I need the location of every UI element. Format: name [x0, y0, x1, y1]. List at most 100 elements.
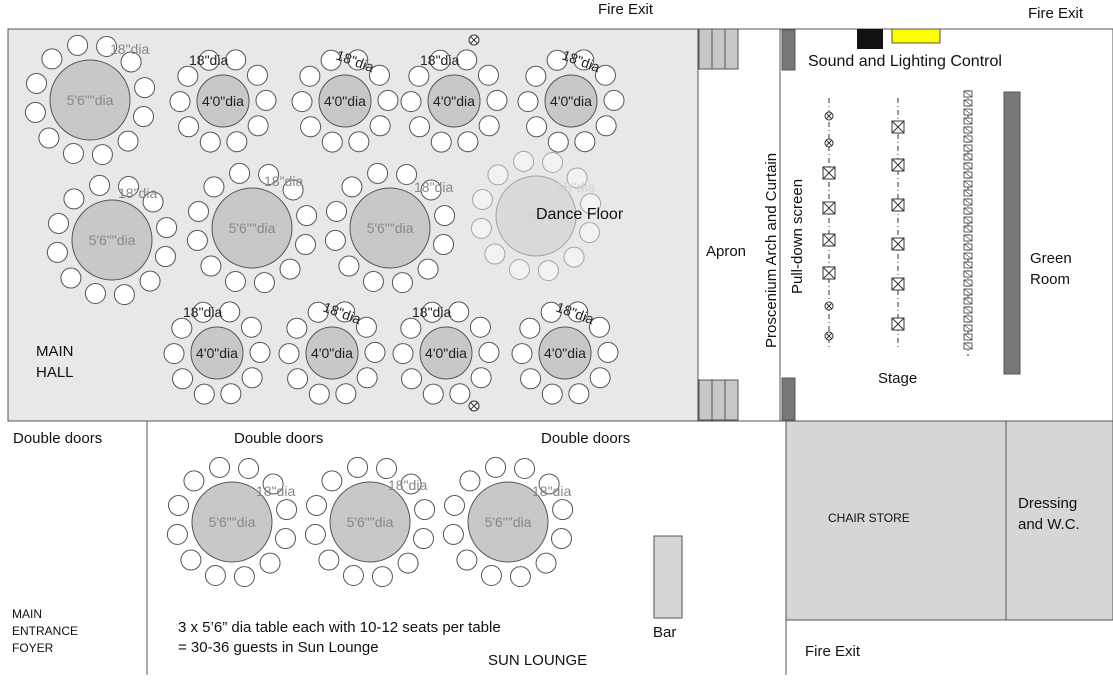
main-entrance-label-3: FOYER — [12, 641, 54, 655]
seat — [568, 383, 590, 405]
seat — [508, 258, 530, 280]
seat — [306, 494, 328, 516]
table-top — [329, 481, 411, 563]
seat — [334, 301, 356, 323]
seat — [163, 343, 185, 365]
dressing-label-2: and W.C. — [1018, 516, 1080, 533]
seat — [255, 89, 277, 111]
exit-marker — [468, 400, 480, 412]
seat — [597, 341, 619, 363]
seat — [188, 200, 210, 222]
seat — [200, 255, 222, 277]
seat — [321, 131, 343, 153]
seat — [486, 89, 508, 111]
seat — [84, 282, 106, 304]
seat — [535, 552, 557, 574]
table-top — [318, 74, 372, 128]
table-size-label: 5'6""dia — [485, 514, 532, 530]
seat — [113, 284, 135, 306]
seat — [442, 523, 464, 545]
seat — [291, 91, 313, 113]
seat — [326, 200, 348, 222]
seat — [595, 115, 617, 137]
table-size-label: 4'0"dia — [324, 93, 366, 109]
stage-label: Stage — [878, 370, 917, 387]
lighting-rigs — [822, 90, 973, 356]
seat — [307, 301, 329, 323]
seat — [233, 566, 255, 588]
seat — [324, 229, 346, 251]
sound-lighting-label: Sound and Lighting Control — [808, 53, 1002, 70]
seat — [397, 552, 419, 574]
seat — [156, 217, 178, 239]
green-room-label-2: Room — [1030, 271, 1070, 288]
bar-label: Bar — [653, 624, 676, 641]
seat — [154, 246, 176, 268]
seat — [355, 316, 377, 338]
seat — [420, 179, 442, 201]
fire-exit-top-center: Fire Exit — [598, 1, 654, 18]
seat — [578, 222, 600, 244]
seat — [434, 205, 456, 227]
seat-size-label: 18"dia — [118, 185, 157, 201]
main-entrance-label-1: MAIN — [12, 607, 42, 621]
seat — [368, 64, 390, 86]
seat — [186, 229, 208, 251]
seat — [246, 64, 268, 86]
seat — [456, 49, 478, 71]
table-top — [419, 326, 473, 380]
seat — [338, 255, 360, 277]
table: 5'6""dia 18"dia — [186, 162, 318, 294]
table-size-label: 4'0"dia — [202, 93, 244, 109]
seat — [204, 564, 226, 586]
seat — [199, 131, 221, 153]
seat — [408, 65, 430, 87]
seat — [192, 301, 214, 323]
seat — [519, 317, 541, 339]
table-top — [211, 187, 293, 269]
seat — [580, 193, 602, 215]
seat — [369, 115, 391, 137]
table-size-label: 4'0"dia — [311, 345, 353, 361]
seat — [67, 34, 89, 56]
table-top — [349, 187, 431, 269]
seat-size-label: 18"dia — [532, 483, 571, 499]
seat — [247, 115, 269, 137]
seat-size-label: 18"dia — [388, 477, 427, 493]
dance-floor-label: Dance Floor — [536, 206, 624, 223]
seat — [282, 179, 304, 201]
seat — [178, 116, 200, 138]
seat — [166, 523, 188, 545]
table: 5'6""dia 18"dia — [24, 34, 156, 166]
seat — [364, 341, 386, 363]
table-size-label: 5'6 — [527, 208, 545, 224]
seat — [62, 142, 84, 164]
fire-exit-top-right: Fire Exit — [1028, 5, 1084, 22]
seat — [603, 89, 625, 111]
seat — [511, 343, 533, 365]
apron-label: Apron — [706, 243, 746, 260]
seat — [46, 241, 68, 263]
seat — [520, 368, 542, 390]
main-hall-label-1: MAIN — [36, 343, 74, 360]
seat — [417, 258, 439, 280]
seat — [414, 499, 436, 521]
table-top — [71, 199, 153, 281]
seat — [24, 101, 46, 123]
seat — [209, 456, 231, 478]
seat — [513, 150, 535, 172]
seat — [547, 131, 569, 153]
seat — [274, 528, 296, 550]
bar-counter — [653, 535, 683, 619]
seat — [226, 131, 248, 153]
seat — [567, 301, 589, 323]
seat — [487, 164, 509, 186]
seat — [341, 176, 363, 198]
seat — [172, 368, 194, 390]
seat — [594, 64, 616, 86]
seat — [117, 130, 139, 152]
exit-marker — [468, 34, 480, 46]
